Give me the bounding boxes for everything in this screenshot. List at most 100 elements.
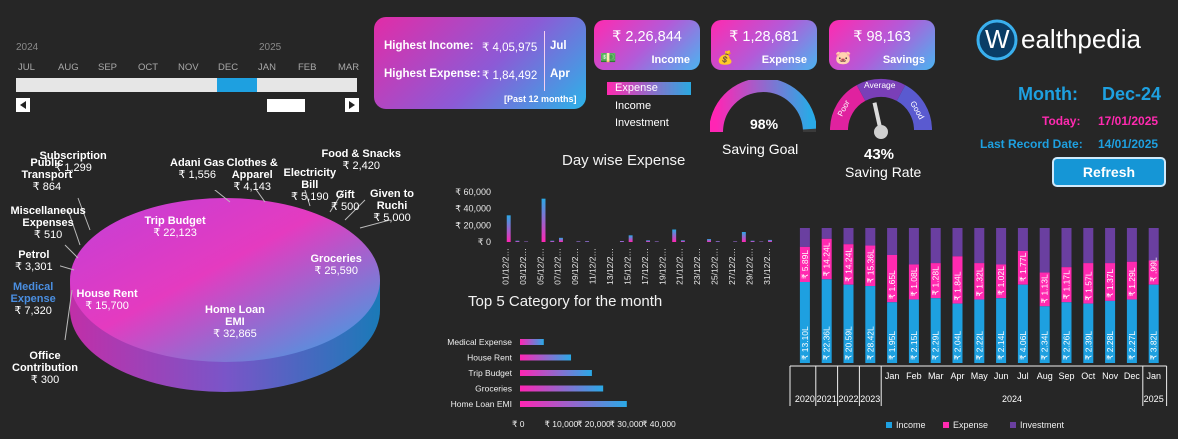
pie-label-electricity-bill: Electricity Bill ₹ 5,190 <box>283 167 337 203</box>
timeline-month-dec[interactable]: DEC <box>218 62 239 73</box>
pie-top <box>70 198 380 362</box>
saving-goal-value: 98% <box>750 116 779 132</box>
last-record-value: 14/01/2025 <box>1098 137 1159 151</box>
expense-data-label: ₹ 1.57L <box>1083 271 1093 300</box>
income-data-label: ₹ 20.59L <box>844 326 854 360</box>
daywise-xtick: 25/12/2… <box>710 248 720 285</box>
month-axis-label: Mar <box>928 371 944 381</box>
income-segment <box>996 298 1007 363</box>
income-segment <box>952 303 963 363</box>
top5-category-chart: Medical Expense House Rent Trip Budget Groc… <box>447 337 676 429</box>
highest-income-value: ₹ 4,05,975 <box>482 42 538 54</box>
daywise-bar <box>707 239 711 242</box>
top5-xtick: ₹ 40,000 <box>642 419 676 429</box>
income-segment <box>1083 303 1094 363</box>
top5-bar <box>520 401 627 407</box>
expense-data-label: ₹ 1.77L <box>1018 252 1028 281</box>
investment-segment <box>1148 228 1159 261</box>
timeline-month-nov[interactable]: NOV <box>178 62 199 73</box>
triangle-right-icon <box>349 101 355 109</box>
daywise-bar <box>550 240 555 242</box>
investment-segment <box>799 228 810 247</box>
month-value: Dec-24 <box>1102 84 1162 104</box>
timeline-month-jan[interactable]: JAN <box>258 62 276 73</box>
daywise-xtick: 07/12/2… <box>553 248 563 285</box>
pie-label-home-loan-emi: Home Loan EMI ₹ 32,865 <box>205 304 265 340</box>
timeline-month-feb[interactable]: FEB <box>298 62 317 73</box>
expense-data-label: ₹ 1.13L <box>1040 274 1050 303</box>
saving-rate-gauge: Poor Average Good <box>829 78 933 139</box>
income-segment <box>821 279 832 363</box>
timeline-track[interactable] <box>16 78 357 92</box>
expense-segment <box>952 256 963 304</box>
expense-segment <box>1105 263 1116 301</box>
expense-segment <box>996 264 1007 299</box>
timeline-scrollbar[interactable] <box>16 98 357 112</box>
highest-expense-label: Highest Expense: <box>384 68 481 80</box>
income-expense-investment-chart: ₹ 5.89L ₹ 13.10L ₹ 14.24L ₹ 22.36L ₹ 14.24L ₹… <box>789 228 1168 430</box>
expense-data-label: ₹ 1.37L <box>1105 269 1115 298</box>
expense-data-label: ₹ 15.36L <box>865 249 875 283</box>
daywise-bar <box>741 232 746 242</box>
expense-segment <box>821 238 832 280</box>
option-expense[interactable]: Expense <box>615 82 658 94</box>
month-axis-label: Oct <box>1081 371 1096 381</box>
pie-label-given-to-ruchi: Given to Ruchi ₹ 5,000 <box>370 188 415 224</box>
pie-label-groceries: Groceries ₹ 25,590 <box>310 253 362 277</box>
month-axis-label: Apr <box>950 371 964 381</box>
savings-value: ₹ 98,163 <box>853 29 911 45</box>
option-income[interactable]: Income <box>615 100 652 112</box>
top5-xtick: ₹ 20,000 <box>577 419 611 429</box>
daywise-bar <box>654 241 659 242</box>
refresh-button[interactable]: Refresh <box>1052 157 1166 187</box>
income-segment <box>974 299 985 363</box>
month-axis-label: Jan <box>885 371 900 381</box>
timeline-month-jul[interactable]: JUL <box>18 62 35 73</box>
expense-data-label: ₹ 1.84L <box>953 271 963 300</box>
highest-expense-month: Apr <box>550 68 570 80</box>
timeline-slicer[interactable]: 2024 2025 JUL AUG SEP OCT NOV DEC JAN FEB MAR <box>0 0 370 120</box>
investment-segment <box>865 228 876 246</box>
month-axis-label: Jul <box>1017 371 1029 381</box>
pie-type-selector[interactable]: Expense Income Investment <box>607 82 697 132</box>
group-axis-label: 2025 <box>1144 394 1164 404</box>
daywise-xtick: 31/12/2… <box>762 248 772 285</box>
top5-bar <box>520 339 544 345</box>
timeline-month-mar[interactable]: MAR <box>338 62 360 73</box>
option-investment[interactable]: Investment <box>615 117 669 129</box>
daywise-bar <box>680 240 685 242</box>
top5-category-label: Trip Budget <box>468 368 512 378</box>
month-axis-label: Nov <box>1102 371 1119 381</box>
income-data-label: ₹ 2.26L <box>1062 331 1072 360</box>
expense-data-label: ₹ 1.29L <box>1127 267 1137 296</box>
scroll-left-button[interactable] <box>16 98 30 112</box>
month-axis-label: May <box>971 371 989 381</box>
expense-segment <box>1017 250 1028 285</box>
daywise-ytick: ₹ 0 <box>478 237 491 247</box>
highest-income-label: Highest Income: <box>384 40 474 52</box>
income-data-label: ₹ 22.36L <box>822 326 832 360</box>
daywise-bar <box>733 241 738 242</box>
timeline-month-oct[interactable]: OCT <box>138 62 159 73</box>
expense-segment <box>1148 260 1159 285</box>
month-axis-label: Jun <box>994 371 1009 381</box>
brand-logo: W ealthpedia <box>975 18 1165 63</box>
timeline-selected-month[interactable] <box>217 78 257 92</box>
scroll-thumb[interactable] <box>267 99 305 112</box>
top5-category-label: Groceries <box>475 384 512 394</box>
highest-income-month: Jul <box>550 40 567 52</box>
pie-label-food-snacks: Food & Snacks ₹ 2,420 <box>321 148 401 172</box>
daywise-bar <box>750 240 755 242</box>
scroll-right-button[interactable] <box>345 98 359 112</box>
expense-segment <box>930 263 941 299</box>
top5-bar <box>520 385 604 392</box>
daywise-xtick: 23/12/2… <box>692 248 702 285</box>
investment-segment <box>1126 228 1137 262</box>
investment-segment <box>952 228 963 257</box>
expense-card: ₹ 1,28,681 💰 Expense <box>711 20 817 70</box>
daywise-bar <box>759 241 764 242</box>
timeline-month-aug[interactable]: AUG <box>58 62 79 73</box>
timeline-month-sep[interactable]: SEP <box>98 62 118 73</box>
piggy-bank-icon: 🐷 <box>835 50 852 65</box>
wealthpedia-logo-icon <box>976 19 1018 61</box>
